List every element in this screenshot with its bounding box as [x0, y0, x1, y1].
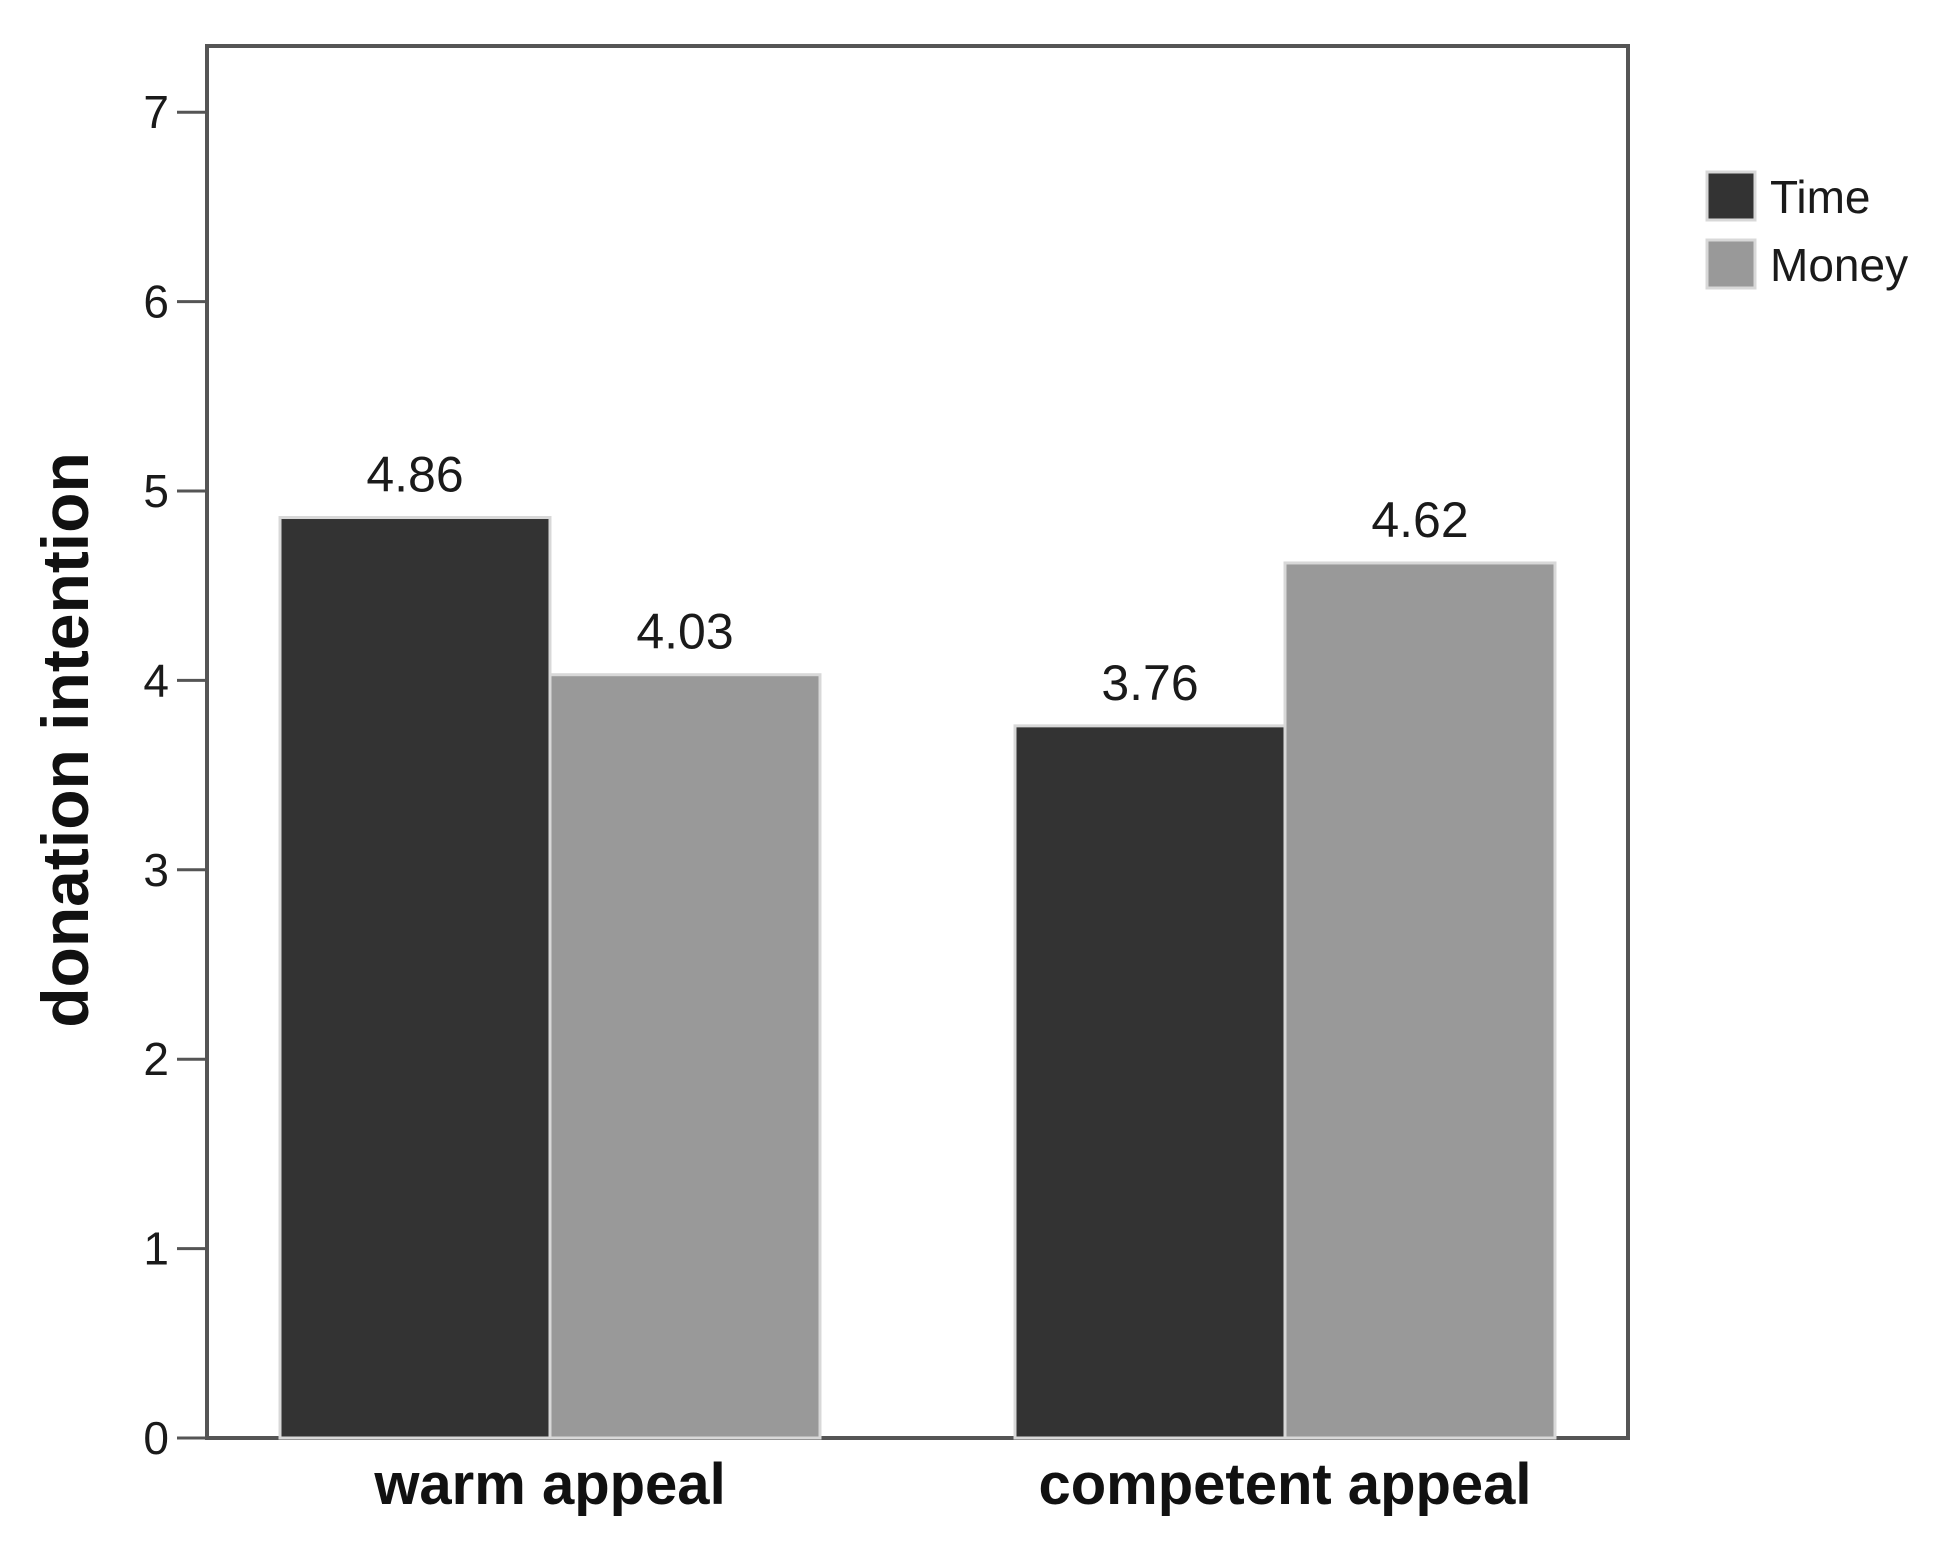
legend-swatch-money	[1705, 238, 1757, 290]
y-tick-label: 6	[143, 276, 169, 328]
bars	[278, 516, 1557, 1440]
y-tick-label: 4	[143, 654, 169, 706]
category-label: competent appeal	[1038, 1452, 1531, 1517]
bar-time-warm-appeal	[278, 516, 552, 1440]
bar-money-competent-appeal	[1283, 561, 1557, 1440]
plot-frame	[205, 44, 1630, 1440]
bar-time-competent-appeal	[1013, 724, 1287, 1440]
legend-label: Time	[1770, 171, 1871, 223]
data-label: 3.76	[1101, 655, 1198, 711]
data-label: 4.62	[1371, 492, 1468, 548]
y-tick-label: 5	[143, 465, 169, 517]
plot-frame-group	[205, 44, 1630, 1440]
y-axis-ticks: 0 1 2 3 4 5 6 7	[143, 86, 207, 1464]
y-tick-label: 0	[143, 1412, 169, 1464]
y-tick-label: 1	[143, 1223, 169, 1275]
data-label: 4.03	[636, 604, 733, 660]
data-label: 4.86	[366, 447, 463, 503]
y-tick-label: 7	[143, 86, 169, 138]
y-tick-label: 2	[143, 1033, 169, 1085]
legend-swatch-time	[1705, 170, 1757, 222]
category-labels: warm appeal competent appeal	[373, 1452, 1531, 1517]
category-label: warm appeal	[373, 1452, 725, 1517]
data-labels: 4.86 4.03 3.76 4.62	[366, 447, 1468, 711]
y-tick-label: 3	[143, 844, 169, 896]
y-axis-title: donation intention	[28, 452, 102, 1028]
bar-money-warm-appeal	[548, 673, 822, 1440]
legend: Time Money	[1705, 170, 1908, 291]
legend-label: Money	[1770, 239, 1908, 291]
